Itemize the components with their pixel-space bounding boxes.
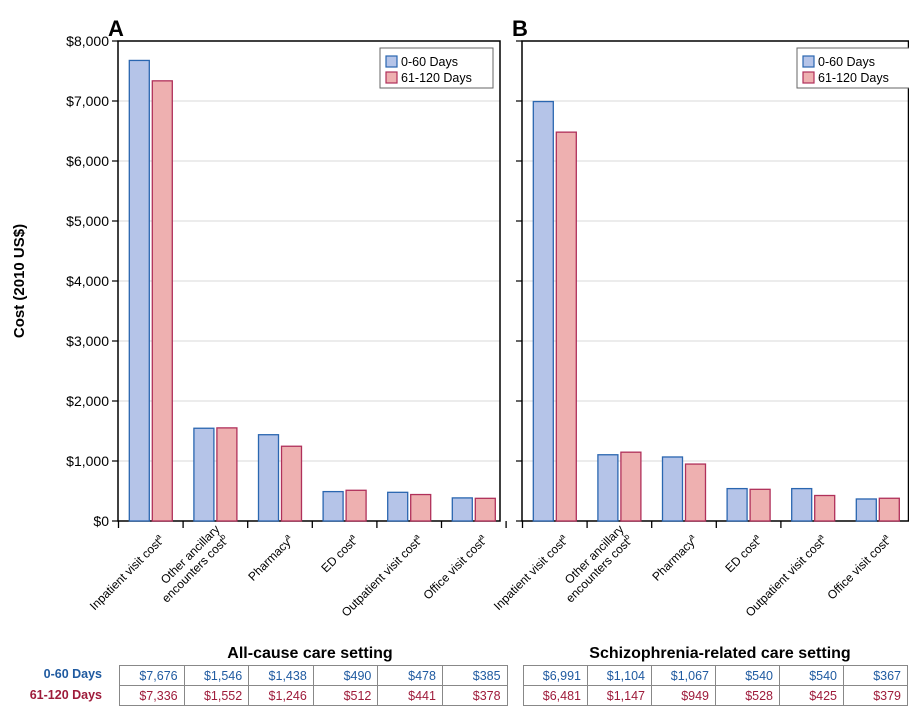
x-tick-superscript: a bbox=[557, 532, 567, 542]
bar-61-120 bbox=[410, 493, 432, 522]
panel-label: A bbox=[108, 16, 124, 41]
x-tick-label-line: Pharmacy bbox=[245, 536, 293, 584]
panel-title: All-cause care setting bbox=[227, 645, 392, 662]
legend-label: 61-120 Days bbox=[818, 71, 889, 85]
legend-label: 0-60 Days bbox=[818, 55, 875, 69]
y-tick-label: $1,000 bbox=[66, 453, 109, 469]
x-tick-superscript: a bbox=[412, 532, 422, 542]
bar-0-60 bbox=[726, 487, 748, 522]
x-tick-superscript: b bbox=[218, 532, 228, 542]
x-tick-superscript: a bbox=[476, 532, 486, 542]
bar-61-120 bbox=[555, 131, 577, 522]
bar-61-120 bbox=[620, 451, 642, 522]
bar-61-120 bbox=[878, 497, 900, 522]
legend-box bbox=[379, 47, 494, 89]
x-tick-superscript: a bbox=[686, 532, 696, 542]
legend-swatch bbox=[802, 55, 815, 68]
x-tick-label-line: Inpatient visit cost bbox=[491, 535, 569, 613]
y-tick-label: $3,000 bbox=[66, 333, 109, 349]
bar-61-120 bbox=[216, 427, 238, 522]
bar-0-60 bbox=[791, 487, 813, 522]
x-tick-superscript: a bbox=[880, 532, 890, 542]
x-tick-superscript: a bbox=[347, 532, 357, 542]
x-tick-label-line: Office visit cost bbox=[420, 535, 487, 602]
bar-61-120 bbox=[684, 463, 707, 522]
panel-label: B bbox=[512, 16, 528, 41]
y-tick-label: $6,000 bbox=[66, 153, 109, 169]
bar-0-60 bbox=[451, 497, 473, 522]
y-tick-label: $4,000 bbox=[66, 273, 109, 289]
legend-label: 0-60 Days bbox=[401, 55, 458, 69]
y-tick-label: $2,000 bbox=[66, 393, 109, 409]
y-tick-label: $0 bbox=[93, 513, 109, 529]
panel-A: $0 $1,000 $2,000 $3,000 $4,000 $5,000 $6,000 $7… bbox=[66, 16, 507, 662]
panel-title: Schizophrenia-related care setting bbox=[589, 645, 850, 662]
y-tick-label: $7,000 bbox=[66, 93, 109, 109]
x-tick-label-line: Pharmacy bbox=[649, 536, 697, 584]
x-tick-superscript: a bbox=[153, 532, 163, 542]
bar-0-60 bbox=[193, 427, 215, 522]
bar-0-60 bbox=[661, 456, 684, 522]
y-axis-label: Cost (2010 US$) bbox=[11, 224, 28, 338]
bar-61-120 bbox=[749, 488, 771, 522]
bar-0-60 bbox=[322, 490, 344, 522]
x-tick-superscript: a bbox=[751, 532, 761, 542]
x-tick-superscript: a bbox=[282, 532, 292, 542]
legend-box bbox=[796, 47, 909, 89]
bar-61-120 bbox=[814, 494, 836, 522]
bar-0-60 bbox=[855, 498, 877, 522]
bar-61-120 bbox=[345, 489, 367, 522]
x-tick-superscript: b bbox=[622, 532, 632, 542]
bar-61-120 bbox=[474, 497, 496, 522]
legend-label: 61-120 Days bbox=[401, 71, 472, 85]
bar-61-120 bbox=[280, 445, 303, 522]
legend-swatch bbox=[385, 71, 398, 84]
y-tick-label: $8,000 bbox=[66, 33, 109, 49]
bar-0-60 bbox=[597, 454, 619, 522]
plot-frame bbox=[117, 40, 501, 522]
x-tick-label-line: Inpatient visit cost bbox=[87, 535, 165, 613]
bar-61-120 bbox=[151, 80, 173, 522]
bar-0-60 bbox=[387, 491, 409, 522]
x-tick-label-line: Office visit cost bbox=[824, 535, 891, 602]
bar-0-60 bbox=[532, 100, 554, 522]
legend-swatch bbox=[802, 71, 815, 84]
x-tick-superscript: a bbox=[816, 532, 826, 542]
legend-swatch bbox=[385, 55, 398, 68]
bar-0-60 bbox=[128, 59, 150, 522]
bar-0-60 bbox=[257, 434, 280, 522]
y-tick-label: $5,000 bbox=[66, 213, 109, 229]
